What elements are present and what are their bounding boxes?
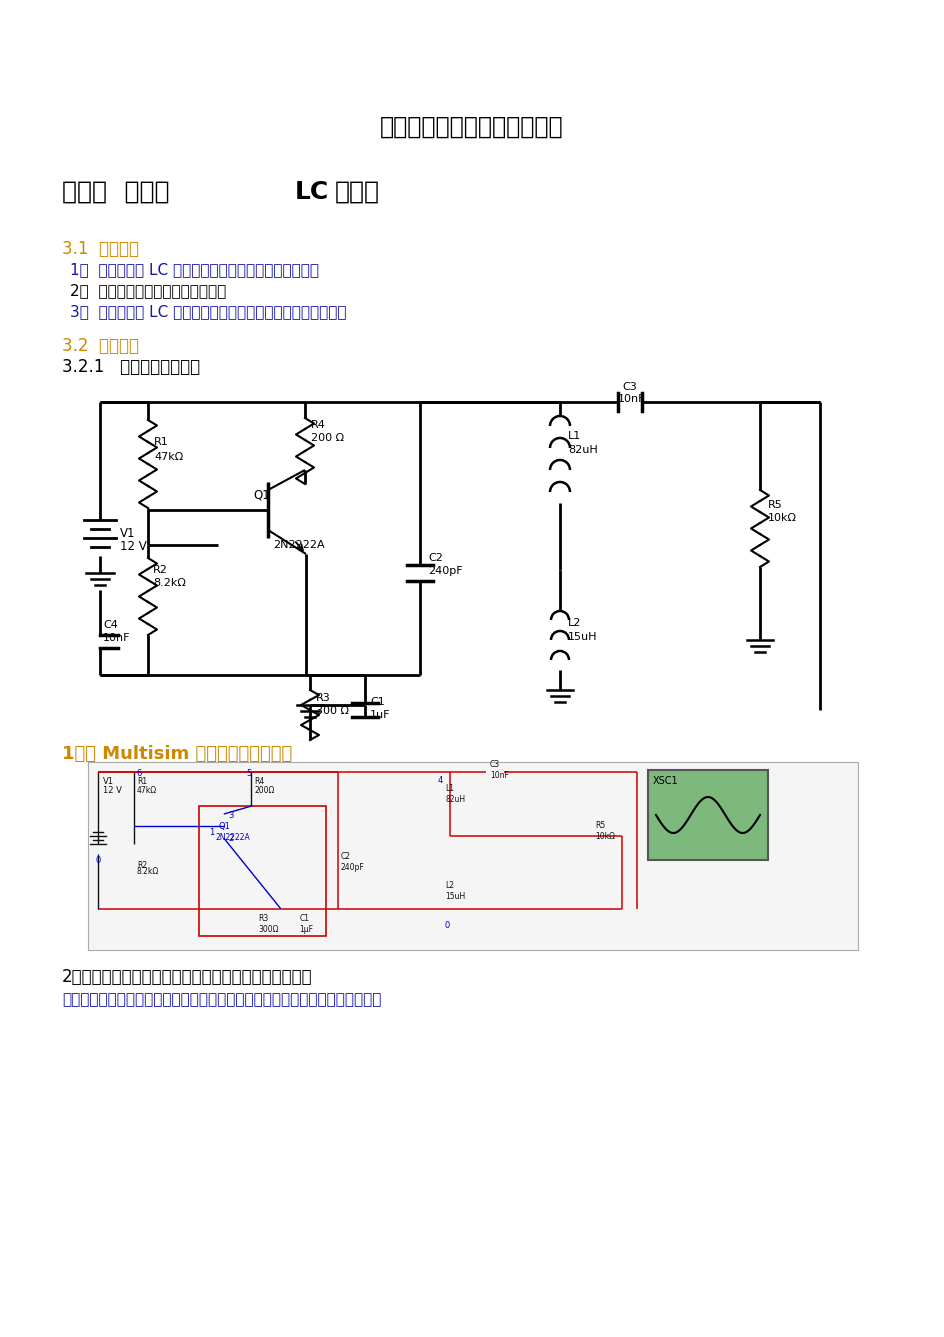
Text: 4: 4 [437, 775, 442, 785]
Text: Q1: Q1 [218, 822, 230, 832]
Text: C1: C1 [299, 913, 309, 923]
Text: C3: C3 [489, 759, 499, 769]
Text: 3.1  实验目的: 3.1 实验目的 [62, 241, 139, 258]
Bar [88, 762, 857, 951]
Text: 15uH: 15uH [445, 892, 465, 901]
Text: V1: V1 [120, 527, 135, 540]
Text: R4: R4 [254, 777, 264, 786]
Text: 0: 0 [95, 856, 100, 865]
Bar [648, 770, 767, 860]
Text: 2N2222A: 2N2222A [273, 540, 325, 550]
Text: 高频电子线路第二次实验报告: 高频电子线路第二次实验报告 [379, 115, 564, 139]
Text: 3.2  实验内容: 3.2 实验内容 [62, 337, 139, 356]
Text: R3: R3 [315, 693, 330, 703]
Text: 2、  熏悉正反馈振荡器的判断方法。: 2、 熏悉正反馈振荡器的判断方法。 [70, 283, 226, 298]
Text: 15uH: 15uH [567, 632, 597, 642]
Text: 82uH: 82uH [445, 794, 465, 804]
Text: 2、通过示波器观察其输出波形，并说明该电路的不足。: 2、通过示波器观察其输出波形，并说明该电路的不足。 [62, 968, 312, 985]
Text: 8.2kΩ: 8.2kΩ [137, 868, 159, 876]
Text: 300 Ω: 300 Ω [315, 706, 348, 717]
Text: 实验三  正反馈: 实验三 正反馈 [62, 180, 169, 205]
Text: R4: R4 [311, 420, 326, 431]
Text: C4: C4 [103, 620, 118, 630]
Text: C2: C2 [428, 554, 443, 563]
Text: R2: R2 [137, 861, 147, 870]
Text: R1: R1 [137, 777, 147, 786]
Text: 8.2kΩ: 8.2kΩ [153, 578, 186, 588]
Text: 10nF: 10nF [617, 394, 645, 404]
Text: 5: 5 [246, 769, 251, 778]
Text: 12 V: 12 V [103, 786, 122, 796]
Text: V1: V1 [103, 777, 114, 786]
Text: 200 Ω: 200 Ω [311, 433, 344, 443]
Text: Q1: Q1 [253, 488, 269, 501]
Text: 振荡器: 振荡器 [334, 180, 379, 205]
Text: 1μF: 1μF [299, 925, 313, 933]
Text: R3: R3 [258, 913, 268, 923]
Text: L2: L2 [445, 881, 454, 890]
Text: 12 V: 12 V [120, 540, 146, 554]
Text: 10nF: 10nF [489, 771, 508, 779]
Bar [198, 806, 326, 936]
Text: 不足：振荡器的输出功率很低，输出信号是非常微小的值，未达到振幅起振条件: 不足：振荡器的输出功率很低，输出信号是非常微小的值，未达到振幅起振条件 [62, 992, 381, 1007]
Text: 3、  掌握正反馈 LC 振荡器各项主要技术指标意义及测试技能。: 3、 掌握正反馈 LC 振荡器各项主要技术指标意义及测试技能。 [70, 303, 346, 320]
Text: C2: C2 [340, 852, 350, 861]
Text: 6: 6 [136, 769, 142, 778]
Text: 0: 0 [444, 921, 449, 931]
Text: 82uH: 82uH [567, 445, 598, 455]
Text: L1: L1 [567, 431, 581, 441]
Text: 1uF: 1uF [370, 710, 390, 721]
Text: 10kΩ: 10kΩ [595, 832, 615, 841]
Text: 10nF: 10nF [103, 632, 130, 643]
Text: 3: 3 [228, 812, 234, 820]
Text: LC: LC [295, 180, 329, 205]
Text: 47kΩ: 47kΩ [154, 452, 183, 463]
Text: 2: 2 [228, 834, 234, 844]
Text: C1: C1 [370, 697, 384, 707]
Text: R2: R2 [153, 566, 168, 575]
Text: 47kΩ: 47kΩ [137, 786, 157, 796]
Text: 1、  掌握正反馈 LC 振荡器的电路组成与基本工作原理。: 1、 掌握正反馈 LC 振荡器的电路组成与基本工作原理。 [70, 262, 319, 277]
Text: L1: L1 [445, 783, 454, 793]
Text: C3: C3 [621, 382, 636, 392]
Text: 10kΩ: 10kΩ [767, 513, 796, 523]
Text: 200Ω: 200Ω [254, 786, 275, 796]
Text: R5: R5 [767, 500, 782, 509]
Text: L2: L2 [567, 618, 581, 628]
Text: 300Ω: 300Ω [258, 925, 278, 933]
Text: XSC1: XSC1 [652, 775, 678, 786]
Text: 240pF: 240pF [340, 862, 364, 872]
Text: 240pF: 240pF [428, 566, 463, 576]
Text: R1: R1 [154, 437, 169, 447]
Text: 2N2222A: 2N2222A [215, 833, 250, 842]
Text: 3.2.1   电感三端式振荡器: 3.2.1 电感三端式振荡器 [62, 358, 200, 376]
Text: 1、在 Multisim 中搭建测试总电路。: 1、在 Multisim 中搭建测试总电路。 [62, 745, 292, 763]
Text: 1: 1 [209, 828, 213, 837]
Text: R5: R5 [595, 821, 605, 830]
